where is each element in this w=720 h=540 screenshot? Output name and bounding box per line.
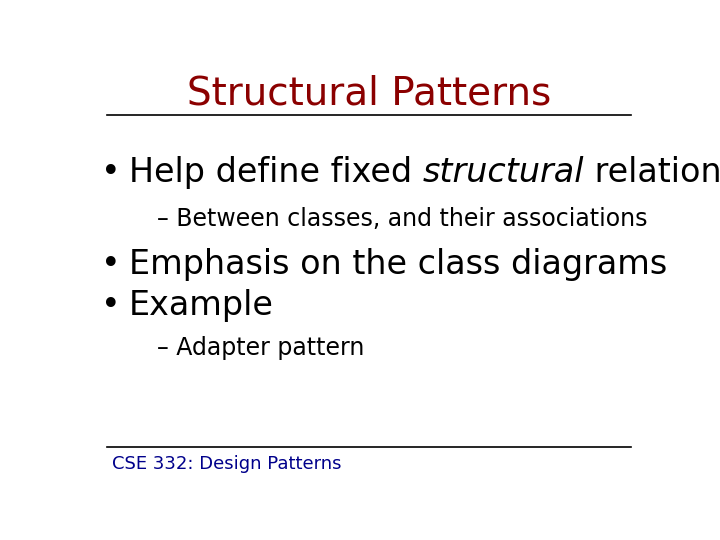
Text: structural: structural (423, 157, 585, 190)
Text: •: • (101, 157, 121, 190)
Text: •: • (101, 289, 121, 322)
Text: •: • (101, 248, 121, 281)
Text: Structural Patterns: Structural Patterns (187, 75, 551, 113)
Text: – Between classes, and their associations: – Between classes, and their association… (157, 207, 647, 231)
Text: relationships: relationships (585, 157, 720, 190)
Text: Emphasis on the class diagrams: Emphasis on the class diagrams (129, 248, 667, 281)
Text: – Adapter pattern: – Adapter pattern (157, 335, 364, 360)
Text: CSE 332: Design Patterns: CSE 332: Design Patterns (112, 455, 342, 473)
Text: Help define fixed: Help define fixed (129, 157, 423, 190)
Text: Example: Example (129, 289, 274, 322)
